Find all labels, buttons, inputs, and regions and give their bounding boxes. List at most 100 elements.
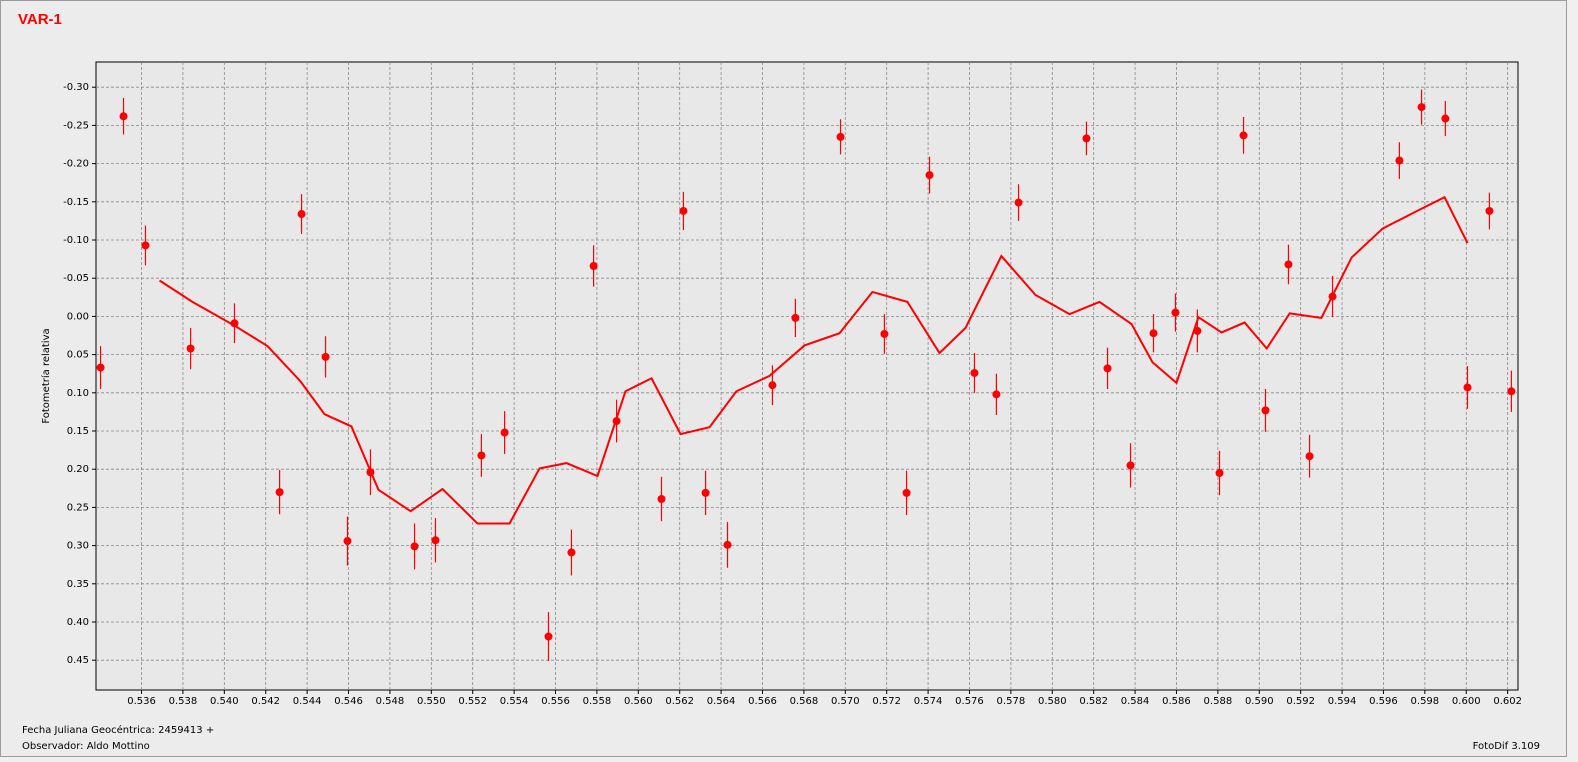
y-tick-label: -0.25 xyxy=(63,120,89,131)
data-point xyxy=(768,381,777,390)
data-point xyxy=(1239,131,1248,140)
y-tick-label: 0.45 xyxy=(67,655,89,666)
data-point xyxy=(902,488,911,497)
y-tick-label: -0.20 xyxy=(63,159,89,170)
data-point xyxy=(1014,198,1023,207)
y-tick-label: 0.20 xyxy=(67,464,89,475)
x-tick-label: 0.598 xyxy=(1411,696,1440,707)
y-tick-label: 0.30 xyxy=(67,541,89,552)
x-tick-label: 0.564 xyxy=(707,696,736,707)
x-tick-label: 0.542 xyxy=(251,696,280,707)
software: FotoDif 3.109 xyxy=(1473,741,1540,752)
data-point xyxy=(1485,206,1494,215)
x-tick-label: 0.576 xyxy=(955,696,984,707)
x-tick-label: 0.562 xyxy=(665,696,694,707)
data-point xyxy=(477,451,486,460)
data-point xyxy=(1126,461,1135,470)
data-point xyxy=(567,548,576,557)
x-tick-label: 0.590 xyxy=(1245,696,1274,707)
data-point xyxy=(657,495,666,504)
y-axis-label: Fotometría relativa xyxy=(40,328,52,423)
y-tick-label: -0.15 xyxy=(63,197,89,208)
y-tick-label: -0.30 xyxy=(63,82,89,93)
x-axis-label: Fecha Juliana Geocéntrica: 2459413 + xyxy=(22,724,214,736)
data-point xyxy=(1261,406,1270,415)
data-point xyxy=(1507,387,1516,396)
x-tick-label: 0.560 xyxy=(624,696,653,707)
x-tick-label: 0.584 xyxy=(1121,696,1150,707)
data-point xyxy=(186,344,195,353)
x-tick-label: 0.572 xyxy=(872,696,901,707)
data-point xyxy=(1171,308,1180,317)
y-tick-label: 0.25 xyxy=(67,502,89,513)
x-tick-label: 0.602 xyxy=(1493,696,1522,707)
data-point xyxy=(1395,156,1404,165)
chart-title: VAR-1 xyxy=(18,11,62,28)
data-point xyxy=(1441,114,1450,123)
x-tick-label: 0.600 xyxy=(1452,696,1481,707)
x-tick-label: 0.596 xyxy=(1369,696,1398,707)
data-point xyxy=(880,329,889,338)
y-tick-label: 0.35 xyxy=(67,579,89,590)
data-point xyxy=(1215,469,1224,478)
x-tick-label: 0.556 xyxy=(541,696,570,707)
data-point xyxy=(141,241,150,250)
x-tick-label: 0.538 xyxy=(169,696,198,707)
data-point xyxy=(836,132,845,141)
x-tick-label: 0.552 xyxy=(458,696,487,707)
y-tick-label: 0.05 xyxy=(67,350,89,361)
x-tick-label: 0.578 xyxy=(997,696,1026,707)
x-tick-label: 0.570 xyxy=(831,696,860,707)
data-point xyxy=(275,488,284,497)
x-tick-label: 0.588 xyxy=(1204,696,1233,707)
data-point xyxy=(544,632,553,641)
y-tick-label: 0.00 xyxy=(67,311,89,322)
x-tick-label: 0.568 xyxy=(790,696,819,707)
x-tick-label: 0.550 xyxy=(417,696,446,707)
x-tick-label: 0.554 xyxy=(500,696,529,707)
x-tick-label: 0.558 xyxy=(583,696,612,707)
data-point xyxy=(723,540,732,549)
data-point xyxy=(970,368,979,377)
x-tick-label: 0.586 xyxy=(1162,696,1191,707)
x-tick-label: 0.574 xyxy=(914,696,943,707)
data-point xyxy=(297,210,306,219)
data-point xyxy=(701,488,710,497)
data-point xyxy=(1149,329,1158,338)
plot-area xyxy=(95,61,1519,691)
x-tick-label: 0.546 xyxy=(334,696,363,707)
data-point xyxy=(500,428,509,437)
y-tick-label: 0.15 xyxy=(67,426,89,437)
data-point xyxy=(410,542,419,551)
data-point xyxy=(925,171,934,180)
data-point xyxy=(1103,364,1112,373)
x-tick-label: 0.592 xyxy=(1286,696,1315,707)
data-point xyxy=(1284,260,1293,269)
x-tick-label: 0.548 xyxy=(376,696,405,707)
data-point xyxy=(119,112,128,121)
y-tick-label: 0.10 xyxy=(67,388,89,399)
data-point xyxy=(1305,452,1314,461)
data-point xyxy=(431,536,440,545)
data-point xyxy=(589,261,598,270)
x-tick-label: 0.540 xyxy=(210,696,239,707)
observer: Observador: Aldo Mottino xyxy=(22,741,150,752)
x-tick-label: 0.566 xyxy=(748,696,777,707)
data-point xyxy=(321,352,330,361)
data-point xyxy=(679,206,688,215)
data-point xyxy=(992,390,1001,399)
x-tick-label: 0.536 xyxy=(127,696,156,707)
x-tick-label: 0.544 xyxy=(293,696,322,707)
data-point xyxy=(1463,383,1472,392)
x-tick-label: 0.594 xyxy=(1328,696,1357,707)
x-tick-label: 0.582 xyxy=(1079,696,1108,707)
mean-line xyxy=(159,195,1469,525)
data-point xyxy=(791,313,800,322)
y-tick-label: -0.05 xyxy=(63,273,89,284)
y-tick-label: 0.40 xyxy=(67,617,89,628)
data-point xyxy=(96,363,105,372)
data-point xyxy=(343,537,352,546)
y-tick-label: -0.10 xyxy=(63,235,89,246)
